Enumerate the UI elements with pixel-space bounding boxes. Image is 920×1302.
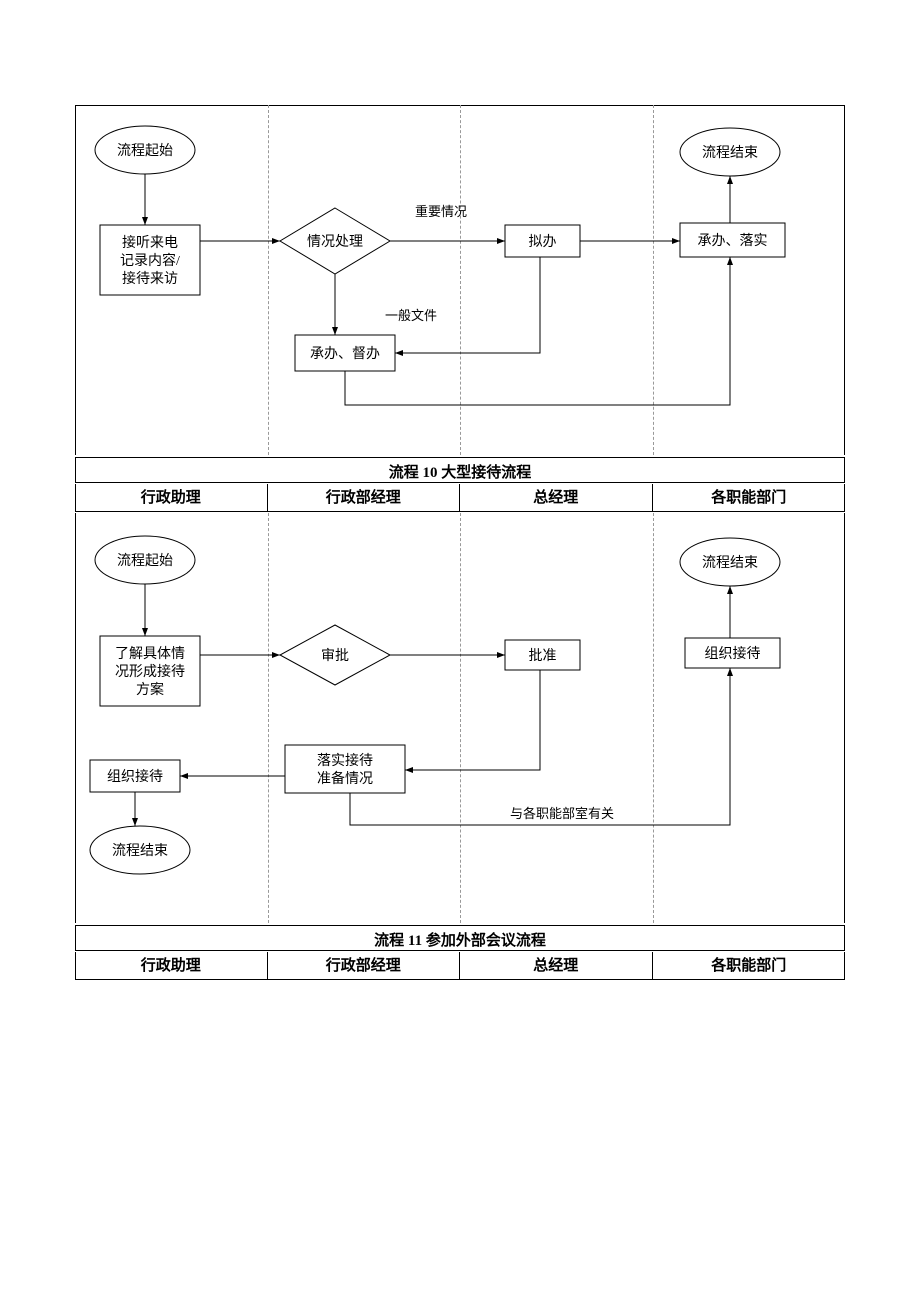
- node-s2-end1: 流程结束: [90, 826, 190, 874]
- edge-s1-4: [395, 257, 540, 353]
- node-s2-ratify: 批准: [505, 640, 580, 670]
- node-s1-cb: 承办、督办: [295, 335, 395, 371]
- svg-text:审批: 审批: [321, 648, 349, 664]
- svg-text:了解具体情: 了解具体情: [115, 646, 185, 662]
- edge-label-s1-3: 一般文件: [385, 308, 437, 323]
- svg-text:承办、落实: 承办、落实: [698, 233, 768, 249]
- svg-text:记录内容/: 记录内容/: [120, 252, 180, 269]
- edge-s1-7: [345, 257, 730, 405]
- svg-text:批准: 批准: [529, 648, 557, 664]
- node-s1-recv: 接听来电记录内容/接待来访: [100, 225, 200, 295]
- svg-text:流程起始: 流程起始: [117, 553, 173, 569]
- svg-text:组织接待: 组织接待: [107, 768, 163, 785]
- svg-text:接待来访: 接待来访: [122, 270, 178, 287]
- node-s1-proc: 情况处理: [280, 208, 390, 274]
- node-s1-end: 流程结束: [680, 128, 780, 176]
- svg-text:准备情况: 准备情况: [317, 770, 373, 787]
- svg-text:流程结束: 流程结束: [112, 843, 168, 859]
- flowchart-svg: 重要情况一般文件与各职能部室有关流程起始接听来电记录内容/接待来访情况处理承办、…: [0, 0, 920, 1302]
- svg-text:组织接待: 组织接待: [705, 645, 761, 662]
- node-s2-learn: 了解具体情况形成接待方案: [100, 636, 200, 706]
- svg-text:流程结束: 流程结束: [702, 145, 758, 161]
- node-s2-prep: 落实接待准备情况: [285, 745, 405, 793]
- node-s2-start: 流程起始: [95, 536, 195, 584]
- node-s2-org1: 组织接待: [90, 760, 180, 792]
- svg-text:况形成接待: 况形成接待: [115, 663, 185, 680]
- node-s2-approve: 审批: [280, 625, 390, 685]
- svg-text:落实接待: 落实接待: [317, 752, 373, 769]
- svg-text:方案: 方案: [136, 681, 164, 698]
- svg-text:接听来电: 接听来电: [122, 234, 178, 251]
- svg-text:流程结束: 流程结束: [702, 555, 758, 571]
- svg-text:情况处理: 情况处理: [307, 234, 363, 250]
- node-s1-start: 流程起始: [95, 126, 195, 174]
- node-s2-end2: 流程结束: [680, 538, 780, 586]
- node-s1-nb: 拟办: [505, 225, 580, 257]
- edge-s2-3: [405, 670, 540, 770]
- edge-label-s2-6: 与各职能部室有关: [510, 806, 614, 821]
- svg-text:承办、督办: 承办、督办: [310, 346, 380, 362]
- svg-text:流程起始: 流程起始: [117, 143, 173, 159]
- node-s1-impl: 承办、落实: [680, 223, 785, 257]
- edge-label-s1-2: 重要情况: [415, 204, 467, 219]
- node-s2-org2: 组织接待: [685, 638, 780, 668]
- svg-text:拟办: 拟办: [529, 234, 557, 250]
